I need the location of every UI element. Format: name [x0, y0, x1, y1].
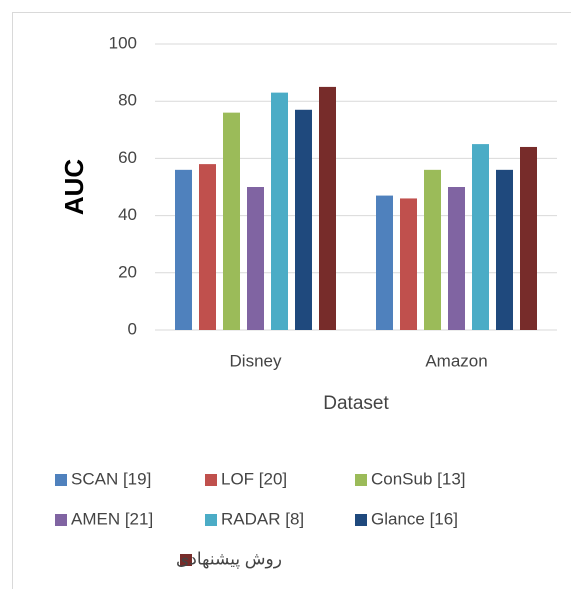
bar [271, 92, 288, 331]
legend-swatch [55, 514, 67, 526]
y-tick-label: 80 [118, 91, 137, 110]
y-tick-label: 100 [109, 33, 137, 52]
legend-label: LOF [20] [221, 469, 287, 488]
bar [175, 169, 192, 330]
legend-label: SCAN [19] [71, 469, 151, 488]
y-tick-label: 60 [118, 148, 137, 167]
bar [520, 146, 537, 330]
legend-swatch [205, 474, 217, 486]
legend-label: Glance [16] [371, 509, 458, 528]
legend-swatch [55, 474, 67, 486]
legend-label: ConSub [13] [371, 469, 466, 488]
bar [247, 187, 264, 330]
y-axis-label: AUC [59, 159, 89, 216]
legend-swatch [180, 554, 192, 566]
legend-swatch [355, 474, 367, 486]
legend-label: RADAR [8] [221, 509, 304, 528]
x-axis-label: Dataset [323, 393, 389, 414]
legend-label: AMEN [21] [71, 509, 153, 528]
legend-label: روش پیشنهادی [176, 549, 282, 569]
legend-swatch [355, 514, 367, 526]
y-tick-label: 20 [118, 262, 137, 281]
bar [319, 86, 336, 331]
bar [472, 144, 489, 330]
bar [376, 195, 393, 330]
bar [199, 164, 216, 330]
bar [424, 169, 441, 330]
bar [496, 169, 513, 330]
bar [448, 187, 465, 330]
x-tick-label: Amazon [425, 351, 487, 370]
x-tick-label: Disney [230, 351, 282, 370]
bar [295, 109, 312, 330]
bar [400, 198, 417, 330]
chart-frame [12, 12, 571, 589]
bar [223, 112, 240, 330]
y-tick-label: 0 [128, 319, 137, 338]
y-tick-label: 40 [118, 205, 137, 224]
legend-swatch [205, 514, 217, 526]
